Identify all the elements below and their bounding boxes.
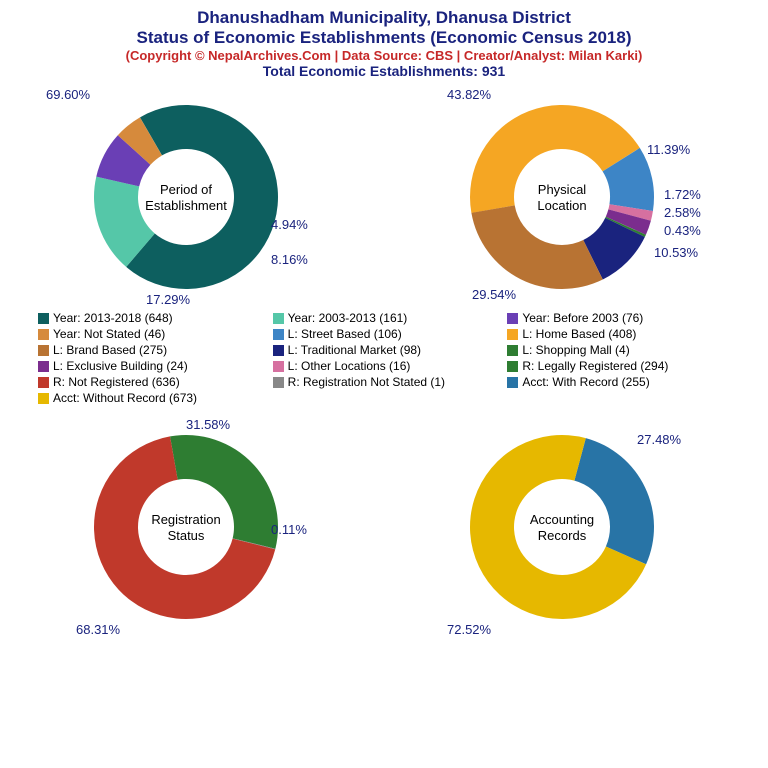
legend-swatch (507, 329, 518, 340)
legend-item: Year: Not Stated (46) (38, 327, 261, 341)
legend-text: L: Traditional Market (98) (288, 343, 421, 357)
legend-swatch (38, 313, 49, 324)
legend-item: Year: 2003-2013 (161) (273, 311, 496, 325)
legend-swatch (38, 393, 49, 404)
legend-item: L: Street Based (106) (273, 327, 496, 341)
legend-text: L: Street Based (106) (288, 327, 402, 341)
bottom-charts-row: RegistrationStatus31.58%0.11%68.31% Acco… (8, 417, 760, 637)
copyright: (Copyright © NepalArchives.Com | Data So… (8, 48, 760, 63)
legend-text: L: Other Locations (16) (288, 359, 411, 373)
legend-text: Year: Not Stated (46) (53, 327, 165, 341)
legend-item: L: Other Locations (16) (273, 359, 496, 373)
legend-item: L: Shopping Mall (4) (507, 343, 730, 357)
legend-swatch (38, 329, 49, 340)
legend-item: L: Exclusive Building (24) (38, 359, 261, 373)
legend-swatch (273, 329, 284, 340)
title-line-2: Status of Economic Establishments (Econo… (8, 28, 760, 48)
title-line-1: Dhanushadham Municipality, Dhanusa Distr… (8, 8, 760, 28)
accounting-chart: AccountingRecords27.48%72.52% (412, 417, 732, 637)
pct-label: 69.60% (46, 87, 90, 102)
period-chart: Period ofEstablishment69.60%17.29%8.16%4… (36, 87, 356, 307)
legend-text: Year: 2013-2018 (648) (53, 311, 173, 325)
legend-swatch (273, 361, 284, 372)
legend-item: R: Registration Not Stated (1) (273, 375, 496, 389)
legend-swatch (273, 313, 284, 324)
total-establishments: Total Economic Establishments: 931 (8, 63, 760, 79)
legend-text: Acct: With Record (255) (522, 375, 649, 389)
legend-item: L: Home Based (408) (507, 327, 730, 341)
legend-swatch (507, 313, 518, 324)
legend-text: R: Legally Registered (294) (522, 359, 668, 373)
pct-label: 1.72% (664, 187, 701, 202)
legend-swatch (273, 377, 284, 388)
legend-text: Year: 2003-2013 (161) (288, 311, 408, 325)
legend-swatch (507, 361, 518, 372)
legend-text: Year: Before 2003 (76) (522, 311, 643, 325)
legend: Year: 2013-2018 (648) Year: 2003-2013 (16… (8, 311, 760, 405)
donut-slice (126, 105, 278, 289)
legend-swatch (38, 377, 49, 388)
header: Dhanushadham Municipality, Dhanusa Distr… (8, 8, 760, 79)
legend-text: R: Registration Not Stated (1) (288, 375, 445, 389)
legend-item: R: Legally Registered (294) (507, 359, 730, 373)
top-charts-row: Period ofEstablishment69.60%17.29%8.16%4… (8, 87, 760, 307)
legend-item: Year: 2013-2018 (648) (38, 311, 261, 325)
legend-text: L: Home Based (408) (522, 327, 636, 341)
legend-swatch (507, 345, 518, 356)
location-chart: PhysicalLocation43.82%11.39%1.72%2.58%0.… (412, 87, 732, 307)
legend-swatch (273, 345, 284, 356)
pct-label: 0.43% (664, 223, 701, 238)
legend-item: L: Brand Based (275) (38, 343, 261, 357)
legend-item: R: Not Registered (636) (38, 375, 261, 389)
pct-label: 2.58% (664, 205, 701, 220)
legend-text: L: Shopping Mall (4) (522, 343, 629, 357)
legend-item: L: Traditional Market (98) (273, 343, 496, 357)
legend-item: Acct: Without Record (673) (38, 391, 261, 405)
legend-swatch (507, 377, 518, 388)
donut-slice (170, 435, 278, 549)
legend-text: R: Not Registered (636) (53, 375, 180, 389)
legend-text: L: Brand Based (275) (53, 343, 167, 357)
legend-item: Acct: With Record (255) (507, 375, 730, 389)
legend-item: Year: Before 2003 (76) (507, 311, 730, 325)
donut-slice (471, 205, 602, 289)
donut-slice (574, 438, 654, 564)
legend-text: L: Exclusive Building (24) (53, 359, 188, 373)
legend-swatch (38, 345, 49, 356)
registration-chart: RegistrationStatus31.58%0.11%68.31% (36, 417, 356, 637)
legend-text: Acct: Without Record (673) (53, 391, 197, 405)
legend-swatch (38, 361, 49, 372)
